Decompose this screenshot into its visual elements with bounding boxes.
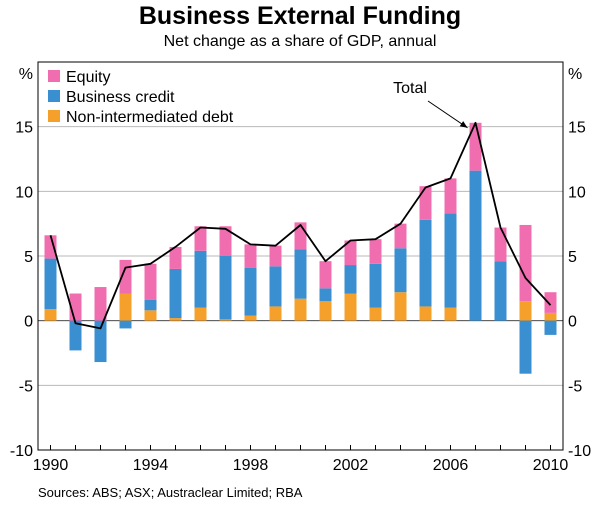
total-annotation: Total [393,80,427,97]
bar-non-intermediated-debt-1994 [144,310,157,321]
bar-business-credit-2006 [444,213,457,308]
bar-business-credit-2010 [544,320,557,335]
x-tick-label: 1998 [233,457,269,474]
bar-business-credit-2009 [519,320,532,374]
y-tick-label-left: -5 [19,378,33,395]
y-tick-label-right: -5 [568,378,582,395]
bar-equity-1996 [194,226,207,251]
legend-swatch-non-intermediated-debt [48,110,60,122]
total-annotation-arrow [427,100,468,129]
bar-equity-2005 [419,186,432,220]
bar-business-credit-2008 [494,261,507,321]
bar-non-intermediated-debt-2009 [519,301,532,321]
bar-equity-1998 [244,244,257,268]
bar-equity-1994 [144,263,157,300]
bar-business-credit-1996 [194,250,207,308]
total-annotation-arrowhead [459,121,468,128]
bar-business-credit-2002 [344,265,357,294]
chart-subtitle: Net change as a share of GDP, annual [163,33,437,50]
legend-swatch-equity [48,70,60,82]
bar-non-intermediated-debt-1998 [244,315,257,321]
y-tick-label-right: 5 [568,249,577,266]
bar-non-intermediated-debt-1993 [119,293,132,321]
legend-label-equity: Equity [66,69,110,86]
bar-business-credit-1990 [44,258,57,310]
x-tick-label: 1990 [33,457,69,474]
bar-equity-2009 [519,224,532,302]
y-tick-label-right: 15 [568,120,586,137]
bar-business-credit-2005 [419,219,432,307]
bar-non-intermediated-debt-1996 [194,307,207,321]
bar-non-intermediated-debt-2000 [294,298,307,321]
y-tick-label-left: 5 [24,249,33,266]
bar-business-credit-1992 [94,320,107,363]
x-tick-label: 2010 [533,457,569,474]
bar-equity-2004 [394,223,407,249]
bar-business-credit-1994 [144,299,157,311]
legend-label-non-intermediated-debt: Non-intermediated debt [66,109,234,126]
bar-equity-1999 [269,245,282,267]
bar-equity-1995 [169,246,182,269]
bar-equity-1997 [219,226,232,256]
y-tick-label-right: -10 [568,443,591,460]
bar-non-intermediated-debt-1990 [44,309,57,321]
bar-equity-2008 [494,227,507,262]
y-tick-label-left: 15 [15,120,33,137]
bar-business-credit-1998 [244,267,257,316]
bar-non-intermediated-debt-2004 [394,292,407,321]
bar-non-intermediated-debt-2001 [319,301,332,321]
bar-non-intermediated-debt-2010 [544,312,557,321]
x-tick-label: 2002 [333,457,369,474]
bar-non-intermediated-debt-1999 [269,306,282,321]
bar-business-credit-2000 [294,249,307,299]
legend-label-business-credit: Business credit [66,89,175,106]
bar-non-intermediated-debt-2002 [344,293,357,321]
y-tick-label-right: 0 [568,314,577,331]
bar-equity-1990 [44,235,57,259]
bar-business-credit-2001 [319,288,332,302]
bar-business-credit-1991 [69,320,82,351]
bar-business-credit-1997 [219,256,232,320]
bar-equity-1992 [94,287,107,321]
bar-equity-2003 [369,239,382,264]
y-unit-left: % [19,66,33,83]
x-tick-label: 2006 [433,457,469,474]
legend-swatch-business-credit [48,90,60,102]
bar-non-intermediated-debt-2006 [444,307,457,321]
bar-business-credit-2004 [394,248,407,293]
source-note: Sources: ABS; ASX; Austraclear Limited; … [38,485,303,500]
bar-business-credit-2007 [469,170,482,321]
bar-business-credit-1999 [269,266,282,307]
bar-equity-1993 [119,259,132,294]
bar-equity-2002 [344,240,357,266]
total-line [49,121,552,330]
y-tick-label-left: 0 [24,314,33,331]
y-unit-right: % [568,66,582,83]
bar-business-credit-2003 [369,263,382,308]
bar-non-intermediated-debt-1997 [219,319,232,321]
bar-business-credit-1995 [169,268,182,319]
bar-non-intermediated-debt-2003 [369,307,382,321]
bar-equity-2010 [544,292,557,313]
bar-non-intermediated-debt-1995 [169,318,182,321]
bar-business-credit-1993 [119,320,132,329]
chart-title: Business External Funding [138,2,462,30]
y-tick-label-left: 10 [15,184,33,201]
y-tick-label-right: 10 [568,184,586,201]
bar-non-intermediated-debt-2005 [419,306,432,321]
x-tick-label: 1994 [133,457,169,474]
y-tick-label-left: -10 [10,443,33,460]
bar-equity-2001 [319,261,332,289]
bar-equity-2006 [444,178,457,214]
